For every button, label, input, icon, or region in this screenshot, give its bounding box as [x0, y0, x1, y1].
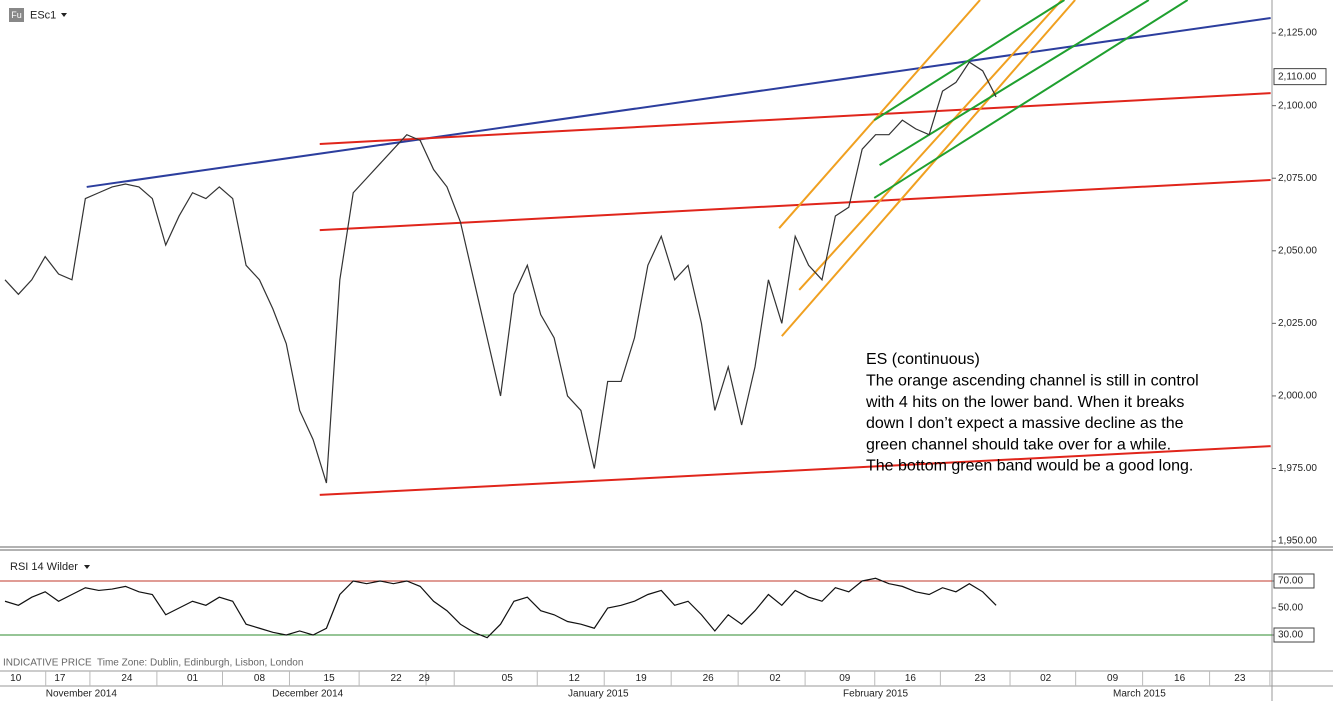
x-tick-label: 23: [974, 673, 986, 684]
annotation-line: The bottom green band would be a good lo…: [866, 458, 1193, 475]
y-tick-label: 50.00: [1278, 603, 1303, 614]
x-tick-label: 02: [1040, 673, 1052, 684]
reference-label-box: [1273, 627, 1315, 643]
month-label: March 2015: [1113, 689, 1166, 700]
badge-text: Fu: [11, 10, 22, 20]
timezone: Time Zone: Dublin, Edinburgh, Lisbon, Lo…: [97, 658, 303, 669]
x-tick-label: 29: [419, 673, 431, 684]
x-tick-label: 12: [569, 673, 581, 684]
annotation-line: ES (continuous): [866, 351, 980, 368]
trendline: [778, 0, 981, 229]
x-tick-label: 09: [1107, 673, 1119, 684]
x-tick-label: 08: [254, 673, 266, 684]
x-tick-label: 16: [905, 673, 917, 684]
dropdown-arrow[interactable]: [61, 13, 67, 17]
y-tick-label: 2,125.00: [1278, 28, 1317, 39]
annotation-line: with 4 hits on the lower band. When it b…: [865, 394, 1184, 411]
price-line: [4, 61, 997, 484]
reference-label: 30.00: [1278, 630, 1303, 641]
month-label: February 2015: [843, 689, 908, 700]
indicator-title[interactable]: RSI 14 Wilder: [10, 561, 78, 573]
trendline: [319, 445, 1271, 496]
annotation-line: down I don’t expect a massive decline as…: [866, 415, 1184, 432]
y-tick-label: 2,025.00: [1278, 318, 1317, 329]
plot-area: [4, 0, 1271, 496]
reference-label-box: [1273, 573, 1315, 589]
x-tick-label: 17: [54, 673, 66, 684]
plot-area: [0, 577, 1272, 639]
reference-label: 70.00: [1278, 576, 1303, 587]
month-label: November 2014: [46, 689, 118, 700]
trendline: [319, 178, 1271, 232]
y-tick-label: 1,950.00: [1278, 536, 1317, 547]
x-tick-label: 24: [121, 673, 133, 684]
price-line: [4, 577, 997, 639]
y-tick-label: 2,100.00: [1278, 100, 1317, 111]
trendline: [798, 0, 1063, 291]
y-tick-label: 2,050.00: [1278, 245, 1317, 256]
annotation-line: green channel should take over for a whi…: [866, 436, 1171, 453]
x-tick-label: 09: [839, 673, 851, 684]
indicative-price: INDICATIVE PRICE: [3, 658, 92, 669]
x-tick-label: 19: [636, 673, 648, 684]
trendline: [781, 0, 1076, 337]
y-tick-label: 2,000.00: [1278, 391, 1317, 402]
trendline: [879, 0, 1150, 167]
trendline: [319, 92, 1271, 145]
x-tick-label: 01: [187, 673, 199, 684]
x-tick-label: 05: [502, 673, 514, 684]
x-tick-label: 02: [770, 673, 782, 684]
x-tick-label: 16: [1174, 673, 1186, 684]
y-tick-label: 2,075.00: [1278, 173, 1317, 184]
dropdown-arrow[interactable]: [84, 565, 90, 569]
x-tick-label: 15: [324, 673, 336, 684]
month-label: January 2015: [568, 689, 629, 700]
annotation-line: The orange ascending channel is still in…: [866, 373, 1199, 390]
trendline: [873, 0, 1065, 122]
symbol-badge[interactable]: [9, 8, 24, 22]
x-tick-label: 22: [391, 673, 403, 684]
month-label: December 2014: [272, 689, 344, 700]
x-tick-label: 10: [10, 673, 22, 684]
last-price-box: [1273, 68, 1327, 86]
trendline: [873, 0, 1189, 199]
symbol[interactable]: ESc1: [30, 9, 56, 21]
x-tick-label: 23: [1234, 673, 1246, 684]
last-price-label: 2,110.00: [1278, 71, 1317, 82]
x-tick-label: 26: [703, 673, 715, 684]
y-tick-label: 1,975.00: [1278, 463, 1317, 474]
